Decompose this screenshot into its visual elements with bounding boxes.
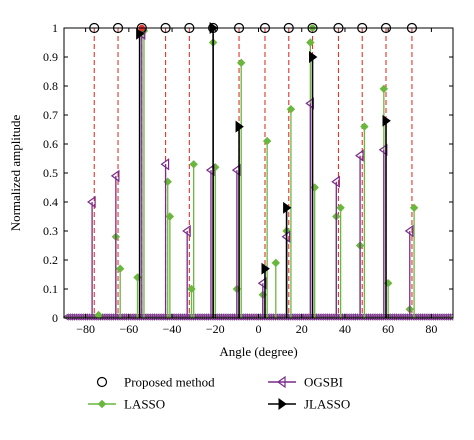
x-tick-label: 80 bbox=[425, 322, 437, 336]
stem-point bbox=[262, 136, 272, 146]
stem-point bbox=[165, 212, 175, 221]
stem-point bbox=[257, 277, 267, 290]
y-tick-label: 0.1 bbox=[43, 282, 58, 296]
stem-point bbox=[382, 114, 391, 127]
legend-entry: OGSBI bbox=[268, 375, 343, 390]
legend-marker bbox=[97, 399, 107, 409]
x-tick-label: 60 bbox=[382, 322, 394, 336]
axis-ticks: −80 −60 −40 −20 0 20 40 60 80 0 0.1 0.2 0.3 0.4 0.5 0.6… bbox=[43, 21, 453, 336]
y-tick-label: 0.5 bbox=[43, 166, 58, 180]
stem-point bbox=[115, 264, 125, 273]
stem-point bbox=[336, 203, 345, 213]
stem-point bbox=[409, 203, 419, 213]
x-axis-title: Angle (degree) bbox=[219, 344, 297, 359]
legend-entry: Proposed method bbox=[96, 375, 215, 390]
stem-point bbox=[136, 27, 146, 40]
y-tick-label: 0.3 bbox=[43, 224, 58, 238]
stem-point bbox=[309, 51, 318, 63]
stem-point bbox=[110, 169, 120, 183]
legend: Proposed method LASSO OGSBI JLASSO bbox=[88, 375, 350, 412]
legend-entry: JLASSO bbox=[268, 397, 350, 412]
stem-point bbox=[360, 122, 369, 131]
stem-point bbox=[160, 158, 170, 171]
stem-point bbox=[205, 163, 215, 177]
y-tick-label: 0.4 bbox=[43, 195, 58, 209]
stem-point bbox=[182, 224, 191, 238]
y-tick-label: 0.2 bbox=[43, 253, 58, 267]
legend-label: OGSBI bbox=[304, 375, 343, 390]
y-tick-label: 0.9 bbox=[43, 50, 58, 64]
legend-entry: LASSO bbox=[88, 397, 165, 412]
legend-label: JLASSO bbox=[304, 397, 350, 412]
x-tick-label: −20 bbox=[206, 322, 225, 336]
stem-point bbox=[261, 262, 270, 275]
stem-point bbox=[355, 149, 364, 162]
y-tick-label: 0.6 bbox=[43, 137, 58, 151]
stem-point bbox=[286, 104, 296, 114]
x-tick-label: 0 bbox=[256, 322, 262, 336]
y-tick-label: 0.8 bbox=[43, 79, 58, 93]
stem-point bbox=[305, 97, 314, 110]
legend-marker bbox=[276, 375, 286, 389]
stem-point bbox=[87, 195, 96, 209]
legend-marker bbox=[278, 398, 287, 410]
stem-point bbox=[271, 258, 280, 268]
stem-point bbox=[404, 224, 414, 238]
x-tick-label: −40 bbox=[163, 322, 182, 336]
stem-point bbox=[306, 38, 315, 47]
x-tick-label: 20 bbox=[296, 322, 308, 336]
stem-point bbox=[189, 160, 198, 169]
stem-series bbox=[62, 22, 454, 321]
y-tick-label: 0.7 bbox=[43, 108, 58, 122]
x-tick-label: −80 bbox=[76, 322, 95, 336]
legend-label: LASSO bbox=[124, 397, 165, 412]
stem-point bbox=[235, 120, 244, 133]
legend-label: Proposed method bbox=[124, 375, 215, 390]
stem-point bbox=[378, 143, 388, 156]
y-axis-title: Normalized amplitude bbox=[8, 114, 23, 231]
stem-point bbox=[231, 163, 241, 177]
x-tick-label: 40 bbox=[339, 322, 351, 336]
plot-frame bbox=[63, 27, 454, 319]
x-tick-label: −60 bbox=[119, 322, 138, 336]
y-tick-label: 0 bbox=[52, 311, 58, 325]
y-tick-label: 1 bbox=[52, 21, 58, 35]
stem-point bbox=[237, 58, 246, 68]
stem-point bbox=[379, 84, 389, 94]
stem-point bbox=[283, 201, 292, 214]
legend-marker bbox=[96, 376, 108, 388]
stem-point bbox=[94, 310, 103, 320]
stem-point bbox=[331, 175, 340, 188]
